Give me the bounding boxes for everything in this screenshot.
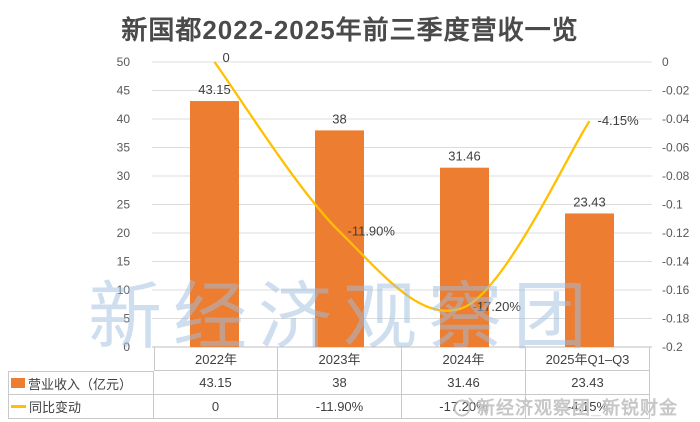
table-value-revenue-2022: 43.15 <box>154 371 278 395</box>
revenue-bar <box>315 130 364 347</box>
legend-label-revenue: 营业收入（亿元） <box>28 376 133 392</box>
left-axis-tick-label: 0 <box>123 340 130 354</box>
left-axis-tick-label: 45 <box>117 84 131 98</box>
table-value-yoy-2022: 0 <box>154 395 278 419</box>
bar-value-label: 43.15 <box>198 82 231 97</box>
right-axis-tick-label: -0.12 <box>662 226 690 240</box>
revenue-bar <box>190 101 239 347</box>
bar-value-label: 31.46 <box>448 149 481 164</box>
revenue-bar <box>565 213 614 347</box>
right-axis-tick-label: -0.16 <box>662 283 690 297</box>
left-axis-tick-label: 10 <box>117 283 131 297</box>
line-point-label: -11.90% <box>348 224 396 239</box>
right-axis-tick-label: -0.1 <box>662 198 683 212</box>
right-axis-tick-label: -0.06 <box>662 141 690 155</box>
data-table: 2022年 2023年 2024年 2025年Q1–Q3 营业收入（亿元） 43… <box>8 347 650 419</box>
left-axis-tick-label: 30 <box>117 169 131 183</box>
right-axis-tick-label: -0.08 <box>662 169 690 183</box>
right-axis-tick-label: -0.14 <box>662 255 690 269</box>
table-value-revenue-2024: 31.46 <box>402 371 526 395</box>
left-axis-tick-label: 50 <box>117 55 131 69</box>
category-header-2022: 2022年 <box>154 347 278 371</box>
left-axis-tick-label: 25 <box>117 198 131 212</box>
revenue-bar-swatch-icon <box>11 378 25 388</box>
table-value-revenue-2023: 38 <box>278 371 402 395</box>
legend-item-yoy: 同比变动 <box>8 395 154 419</box>
chart-title: 新国都2022-2025年前三季度营收一览 <box>121 15 579 45</box>
legend-item-revenue: 营业收入（亿元） <box>8 371 154 395</box>
right-axis-tick-label: -0.04 <box>662 112 690 126</box>
left-axis-tick-label: 40 <box>117 112 131 126</box>
legend-label-yoy: 同比变动 <box>29 400 82 415</box>
line-point-label: 0 <box>223 50 230 65</box>
table-value-yoy-2024: -17.20% <box>402 395 526 419</box>
bar-value-label: 23.43 <box>573 194 606 209</box>
right-axis-tick-label: -0.18 <box>662 312 690 326</box>
category-header-2025: 2025年Q1–Q3 <box>526 347 650 371</box>
yoy-line-swatch-icon <box>11 405 26 408</box>
table-corner-cell <box>8 347 154 371</box>
line-point-label: -4.15% <box>598 113 640 128</box>
right-axis-tick-label: -0.02 <box>662 84 690 98</box>
left-axis-tick-label: 15 <box>117 255 131 269</box>
table-value-revenue-2025: 23.43 <box>526 371 650 395</box>
bar-value-label: 38 <box>332 111 346 126</box>
right-axis-tick-label: -0.2 <box>662 340 683 354</box>
table-value-yoy-2025: -4.15% <box>526 395 650 419</box>
category-header-2023: 2023年 <box>278 347 402 371</box>
left-axis-tick-label: 35 <box>117 141 131 155</box>
line-point-label: -17.20% <box>473 299 522 314</box>
yoy-line <box>213 61 591 312</box>
table-value-yoy-2023: -11.90% <box>278 395 402 419</box>
category-header-2024: 2024年 <box>402 347 526 371</box>
left-axis-tick-label: 20 <box>117 226 131 240</box>
revenue-bar <box>440 167 489 347</box>
right-axis-tick-label: 0 <box>662 55 669 69</box>
left-axis-tick-label: 5 <box>123 312 130 326</box>
